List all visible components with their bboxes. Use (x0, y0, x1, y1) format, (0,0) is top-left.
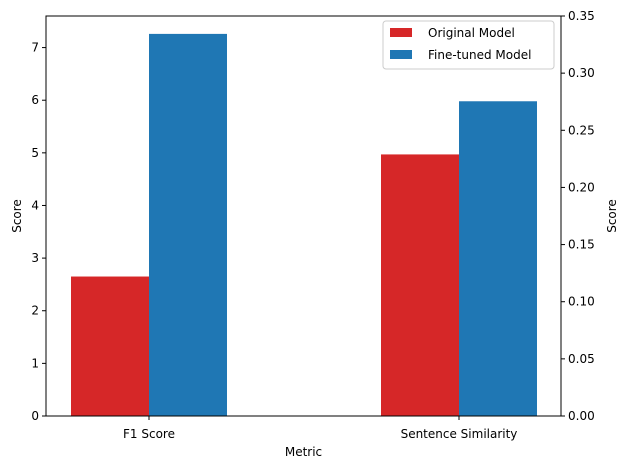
right-y-axis-label: Score (605, 199, 619, 233)
right-tick-label: 0.15 (568, 238, 595, 252)
legend-box (382, 20, 555, 70)
right-tick-label: 0.20 (568, 180, 595, 194)
right-tick-label: 0.30 (568, 66, 595, 80)
left-tick-label: 3 (31, 251, 39, 265)
legend-label-original: Original Model (428, 26, 515, 40)
x-tick-label: Sentence Similarity (401, 427, 518, 441)
plot-frame (45, 15, 562, 417)
bar-original-0 (71, 276, 149, 416)
legend: Original Model Fine-tuned Model (382, 20, 555, 70)
left-tick-label: 0 (31, 409, 39, 423)
left-tick-label: 1 (31, 356, 39, 370)
bars-group (71, 33, 537, 417)
left-tick-label: 7 (31, 41, 39, 55)
legend-swatch-original (390, 28, 412, 37)
x-axis-ticks: F1 Score Sentence Similarity (123, 416, 517, 441)
bar-original-1 (381, 154, 459, 416)
legend-swatch-finetuned (390, 50, 412, 59)
right-tick-label: 0.35 (568, 9, 595, 23)
right-tick-label: 0.00 (568, 409, 595, 423)
left-y-axis-label: Score (10, 199, 24, 233)
left-tick-label: 4 (31, 198, 39, 212)
left-tick-label: 6 (31, 93, 39, 107)
legend-label-finetuned: Fine-tuned Model (428, 48, 531, 62)
x-axis-label: Metric (285, 445, 322, 459)
right-tick-label: 0.25 (568, 123, 595, 137)
right-tick-label: 0.05 (568, 352, 595, 366)
left-tick-label: 5 (31, 146, 39, 160)
left-axis-ticks: 0 1 2 3 4 5 6 7 (31, 41, 46, 423)
bar-finetuned-0 (149, 33, 227, 416)
left-tick-label: 2 (31, 304, 39, 318)
x-tick-label: F1 Score (123, 427, 175, 441)
right-tick-label: 0.10 (568, 295, 595, 309)
right-axis-ticks: 0.00 0.05 0.10 0.15 0.20 0.25 0.30 0.35 (561, 9, 595, 423)
bar-finetuned-1 (459, 101, 537, 417)
